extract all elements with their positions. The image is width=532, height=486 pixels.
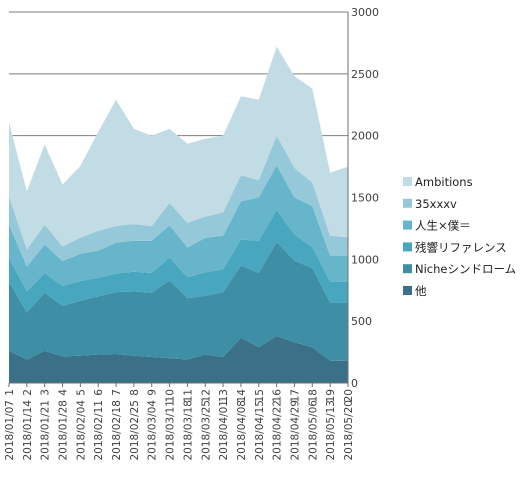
legend-swatch (403, 220, 412, 230)
y-tick-label: 1500 (351, 192, 379, 205)
y-tick-label: 2500 (351, 68, 379, 81)
x-date-label: 2018/02/25 (129, 400, 141, 461)
x-date-label: 2018/03/25 (200, 400, 212, 461)
legend-swatch (403, 177, 412, 186)
x-tick-label: 13 (218, 389, 230, 402)
y-tick-label: 500 (351, 315, 372, 328)
x-tick-label: 6 (93, 389, 105, 396)
x-date-label: 2018/04/22 (272, 400, 284, 461)
legend-swatch (403, 198, 412, 208)
legend-label: Nicheシンドローム (415, 262, 516, 276)
area-series-4 (9, 165, 348, 292)
x-date-label: 2018/05/06 (307, 400, 319, 461)
x-tick-label: 17 (289, 389, 301, 402)
legend-swatch (403, 286, 412, 295)
x-date-label: 2018/05/20 (343, 400, 355, 461)
legend-label: 他 (415, 284, 427, 298)
y-tick-label: 0 (351, 377, 358, 390)
area-series-5 (9, 135, 348, 267)
x-date-label: 2018/03/18 (182, 400, 194, 461)
legend-swatch (403, 242, 412, 252)
x-tick-label: 18 (307, 389, 319, 402)
x-tick-label: 7 (111, 389, 123, 396)
y-axis-tick-labels: 0 500 1000 1500 2000 2500 3000 (351, 6, 379, 390)
x-date-label: 2018/01/28 (58, 400, 70, 461)
x-tick-label: 8 (129, 389, 141, 396)
x-tick-label: 12 (200, 389, 212, 402)
x-date-label: 2018/04/08 (236, 400, 248, 461)
x-tick-label: 16 (272, 389, 284, 403)
x-tick-label: 14 (236, 389, 248, 403)
axes (8, 12, 349, 387)
area-series-2 (9, 242, 348, 361)
legend-label: 人生×僕＝ (415, 219, 471, 233)
y-tick-label: 3000 (351, 6, 379, 19)
x-date-label: 2018/05/13 (325, 400, 337, 461)
y-tick-label: 1000 (351, 253, 379, 266)
legend-label: 残響リファレンス (415, 240, 507, 254)
x-date-label: 2018/01/07 (4, 400, 16, 461)
x-tick-label: 9 (147, 389, 159, 396)
x-date-label: 2018/04/01 (218, 400, 230, 461)
x-tick-label: 5 (75, 389, 87, 396)
x-tick-label: 10 (165, 389, 177, 402)
x-date-label: 2018/03/11 (165, 400, 177, 461)
area-series-1 (9, 336, 348, 383)
x-date-label: 2018/02/18 (111, 400, 123, 461)
legend-label: Ambitions (415, 175, 473, 189)
x-date-label: 2018/03/04 (147, 400, 159, 461)
x-axis-tick-labels: 1 2018/01/07 2 2018/01/14 3 2018/01/21 4 2018/0… (4, 389, 355, 461)
x-tick-label: 3 (40, 389, 52, 396)
x-tick-label: 15 (254, 389, 266, 402)
area-series-3 (9, 209, 348, 313)
x-tick-label: 19 (325, 389, 337, 402)
area-series-6 (9, 46, 348, 250)
x-date-label: 2018/02/04 (75, 400, 87, 461)
x-date-label: 2018/02/11 (93, 400, 105, 461)
area-series (9, 46, 348, 383)
x-tick-label: 2 (22, 389, 34, 396)
x-tick-label: 4 (58, 389, 70, 396)
x-tick-label: 20 (343, 389, 355, 402)
y-tick-label: 2000 (351, 130, 379, 143)
x-tick-label: 1 (4, 389, 16, 396)
x-date-label: 2018/01/14 (22, 400, 34, 461)
x-date-label: 2018/01/21 (40, 400, 52, 461)
x-date-label: 2018/04/29 (289, 400, 301, 461)
x-date-label: 2018/04/15 (254, 400, 266, 461)
legend-swatch (403, 264, 412, 274)
x-tick-label: 11 (182, 389, 194, 402)
legend-label: 35xxxv (415, 197, 457, 211)
